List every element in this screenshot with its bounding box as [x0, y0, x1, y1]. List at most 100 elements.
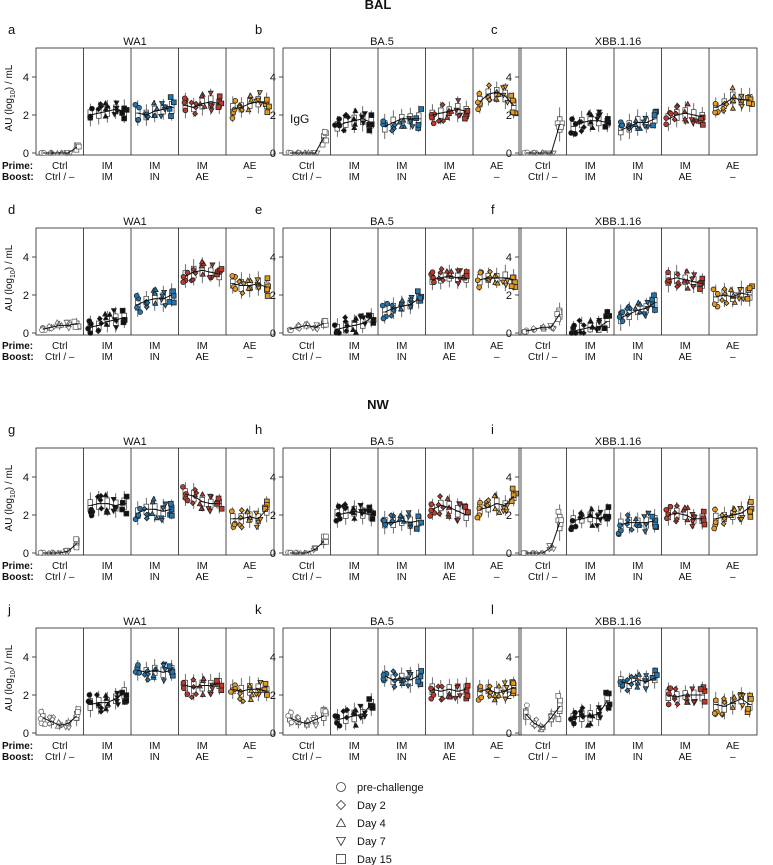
data-point	[618, 527, 624, 534]
data-point	[663, 506, 670, 513]
data-point	[236, 278, 243, 285]
data-point	[577, 510, 584, 517]
data-point	[350, 509, 357, 516]
panel-title: WA1	[123, 216, 146, 228]
data-point	[368, 112, 375, 118]
data-point	[388, 512, 395, 519]
data-point	[389, 302, 396, 309]
data-point	[438, 683, 445, 690]
trend-line	[479, 686, 514, 694]
data-point	[624, 305, 631, 312]
data-point	[110, 308, 117, 314]
trend-line	[137, 294, 172, 305]
data-point	[448, 268, 455, 274]
data-point	[161, 289, 168, 296]
data-point	[239, 290, 246, 297]
data-point	[143, 304, 150, 310]
data-point	[738, 93, 745, 100]
y-tick-label: 2	[23, 110, 29, 122]
prime-label: Ctrl	[299, 561, 315, 572]
panel-frame	[282, 47, 522, 156]
data-point	[494, 279, 501, 286]
data-point	[568, 130, 574, 136]
data-point	[111, 111, 118, 118]
panel-letter: a	[8, 22, 16, 37]
data-point	[247, 696, 255, 702]
data-point	[721, 699, 728, 706]
boost-label: IN	[150, 572, 160, 583]
data-point	[690, 120, 697, 127]
data-point	[476, 505, 483, 512]
data-point	[463, 273, 470, 279]
data-point	[209, 262, 216, 269]
data-point	[475, 106, 481, 113]
section-title-nw: NW	[367, 397, 389, 412]
boost-label: IM	[585, 752, 596, 763]
data-point	[644, 300, 651, 306]
data-point	[168, 500, 174, 507]
data-point	[170, 288, 176, 294]
trend-line	[137, 106, 172, 116]
panel-letter: l	[491, 602, 494, 617]
trend-line	[90, 108, 125, 116]
data-point	[651, 292, 657, 299]
data-point	[295, 714, 302, 721]
data-point	[369, 516, 376, 522]
boost-label: Ctrl / –	[292, 172, 322, 183]
y-axis-label: AU (log10) / mL	[4, 244, 17, 311]
panel-letter: g	[8, 422, 15, 437]
data-point	[684, 516, 691, 523]
data-point	[379, 302, 386, 309]
boost-label: AE	[196, 172, 210, 183]
data-point	[253, 510, 260, 517]
data-point	[215, 495, 222, 502]
prime-label: IM	[102, 561, 113, 572]
data-point	[500, 505, 507, 512]
boost-label: IN	[633, 752, 643, 763]
legend-label: pre-challenge	[357, 782, 424, 794]
y-tick-label: 2	[23, 510, 29, 522]
data-point	[737, 506, 744, 512]
data-point	[133, 292, 140, 299]
data-point	[555, 508, 562, 515]
data-point	[667, 503, 674, 510]
data-point	[352, 107, 359, 114]
prime-label: IM	[102, 161, 113, 172]
data-point	[712, 519, 719, 526]
data-point	[98, 505, 105, 512]
data-point	[700, 122, 706, 128]
boost-label: AE	[443, 572, 457, 583]
boost-row-label: Boost:	[2, 172, 34, 183]
prime-label: IM	[197, 741, 208, 752]
data-point	[171, 299, 177, 306]
data-point	[635, 522, 643, 528]
data-point	[558, 517, 564, 523]
panel-frame	[35, 447, 275, 556]
data-point	[397, 305, 405, 312]
prime-label: AE	[726, 161, 740, 172]
data-point	[182, 107, 189, 114]
trend-line	[479, 277, 514, 281]
data-point	[152, 300, 159, 306]
data-point	[455, 281, 462, 287]
data-point	[636, 308, 643, 315]
data-point	[357, 314, 364, 321]
prime-label: IM	[102, 341, 113, 352]
y-tick-label: 0	[506, 548, 512, 560]
data-point	[747, 508, 753, 515]
panel-frame	[35, 47, 275, 156]
data-point	[430, 120, 437, 127]
trend-line	[232, 283, 267, 288]
data-point	[144, 676, 151, 683]
data-point	[323, 137, 330, 144]
data-point	[85, 698, 92, 705]
data-point	[102, 692, 109, 698]
data-point	[103, 695, 110, 701]
data-point	[681, 115, 689, 122]
data-point	[720, 105, 727, 112]
data-point	[605, 504, 612, 510]
data-point	[594, 513, 601, 520]
data-point	[342, 318, 349, 325]
